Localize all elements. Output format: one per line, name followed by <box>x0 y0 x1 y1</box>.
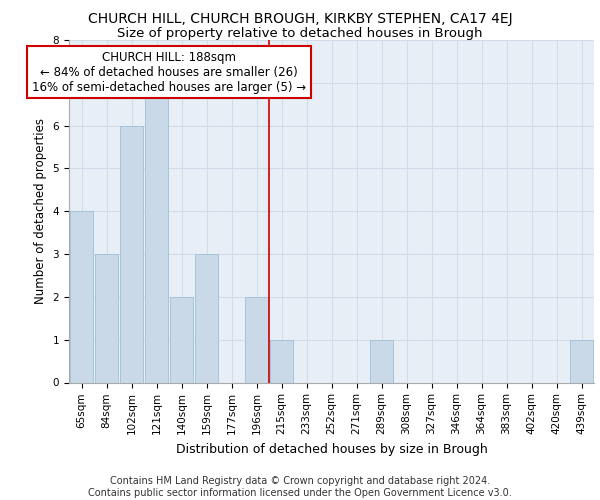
Bar <box>170 297 193 382</box>
Bar <box>570 340 593 382</box>
Bar <box>370 340 393 382</box>
Bar <box>195 254 218 382</box>
Text: Size of property relative to detached houses in Brough: Size of property relative to detached ho… <box>117 28 483 40</box>
Y-axis label: Number of detached properties: Number of detached properties <box>34 118 47 304</box>
Bar <box>145 83 168 382</box>
X-axis label: Distribution of detached houses by size in Brough: Distribution of detached houses by size … <box>176 442 487 456</box>
Bar <box>120 126 143 382</box>
Bar <box>245 297 268 382</box>
Bar <box>270 340 293 382</box>
Bar <box>70 211 93 382</box>
Text: CHURCH HILL: 188sqm
← 84% of detached houses are smaller (26)
16% of semi-detach: CHURCH HILL: 188sqm ← 84% of detached ho… <box>32 50 306 94</box>
Text: CHURCH HILL, CHURCH BROUGH, KIRKBY STEPHEN, CA17 4EJ: CHURCH HILL, CHURCH BROUGH, KIRKBY STEPH… <box>88 12 512 26</box>
Text: Contains HM Land Registry data © Crown copyright and database right 2024.
Contai: Contains HM Land Registry data © Crown c… <box>88 476 512 498</box>
Bar <box>95 254 118 382</box>
